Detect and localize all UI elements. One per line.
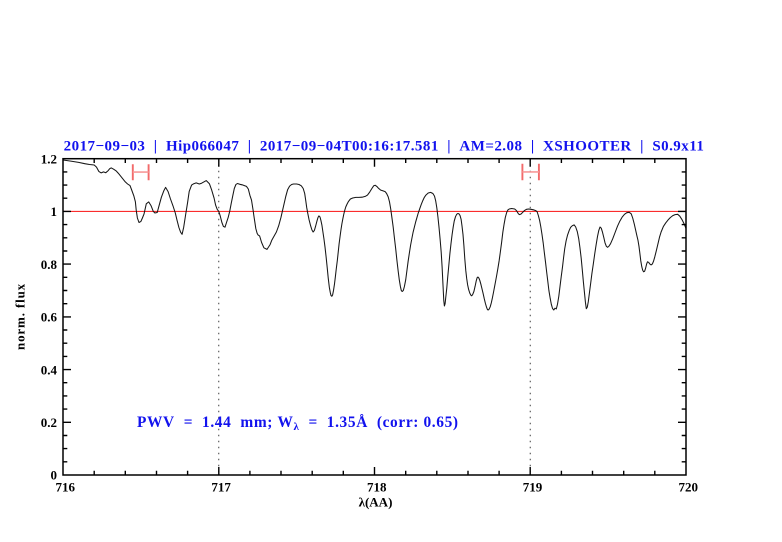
svg-text:PWV = 1.44 mm; Wλ = 1.35Å: PWV = 1.44 mm; Wλ = 1.35Å (corr: 0.65) (137, 414, 459, 433)
svg-text:2017−09−03 | Hip066047 | 2: 2017−09−03 | Hip066047 | 2017−09−04T00:1… (64, 139, 705, 155)
svg-text:720: 720 (679, 480, 699, 495)
svg-text:717: 717 (211, 480, 231, 495)
svg-text:1.2: 1.2 (41, 151, 57, 166)
svg-text:0.6: 0.6 (41, 310, 58, 325)
svg-text:719: 719 (523, 480, 543, 495)
svg-text:0.4: 0.4 (41, 362, 58, 377)
svg-text:718: 718 (367, 480, 387, 495)
svg-text:0.2: 0.2 (41, 415, 57, 430)
svg-text:0: 0 (51, 468, 58, 483)
svg-text:0.8: 0.8 (41, 257, 58, 272)
svg-text:1: 1 (51, 204, 58, 219)
svg-text:716: 716 (56, 480, 76, 495)
svg-text:norm. flux: norm. flux (13, 283, 28, 350)
svg-text:λ(AA): λ(AA) (359, 495, 393, 510)
